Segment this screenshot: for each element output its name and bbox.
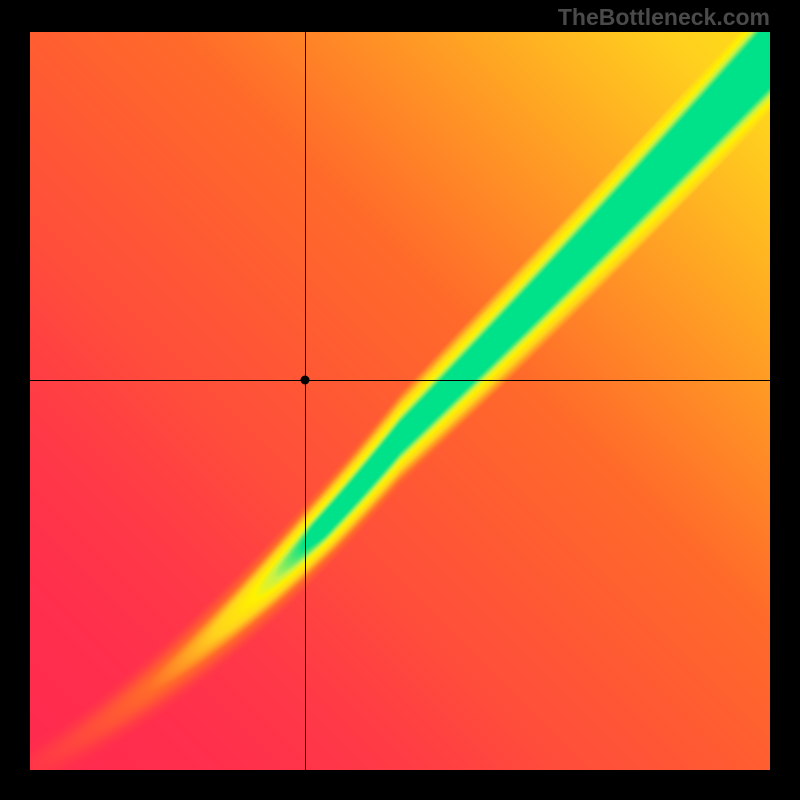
crosshair-vertical-line (305, 32, 307, 770)
bottleneck-heatmap (30, 32, 770, 770)
watermark-text: TheBottleneck.com (558, 4, 770, 31)
crosshair-marker-dot (301, 376, 310, 385)
crosshair-horizontal-line (30, 380, 770, 382)
chart-container: TheBottleneck.com (0, 0, 800, 800)
